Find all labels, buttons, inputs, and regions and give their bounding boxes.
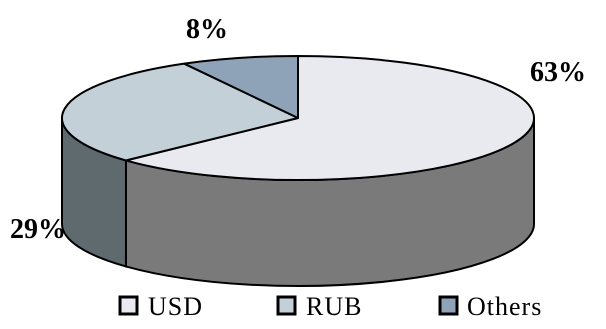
legend-label-rub: RUB: [306, 292, 362, 321]
pie-tops: [61, 55, 535, 181]
pie-slice-others: [183, 55, 299, 119]
pie-slice-usd: [124, 55, 535, 181]
legend-swatch-usd: [118, 295, 139, 316]
legend-swatch-rub: [276, 295, 297, 316]
pie-slice-rub: [61, 62, 299, 162]
slice-label-rub: 29%: [10, 214, 66, 245]
legend-item-rub: RUB: [276, 292, 362, 321]
slice-label-usd: 63%: [530, 57, 586, 88]
slice-label-others: 8%: [186, 14, 228, 45]
legend-label-usd: USD: [148, 292, 203, 321]
legend-item-others: Others: [438, 292, 542, 321]
legend: USD RUB Others: [118, 292, 542, 321]
legend-item-usd: USD: [118, 292, 203, 321]
legend-label-others: Others: [467, 292, 542, 321]
legend-swatch-others: [438, 295, 459, 316]
